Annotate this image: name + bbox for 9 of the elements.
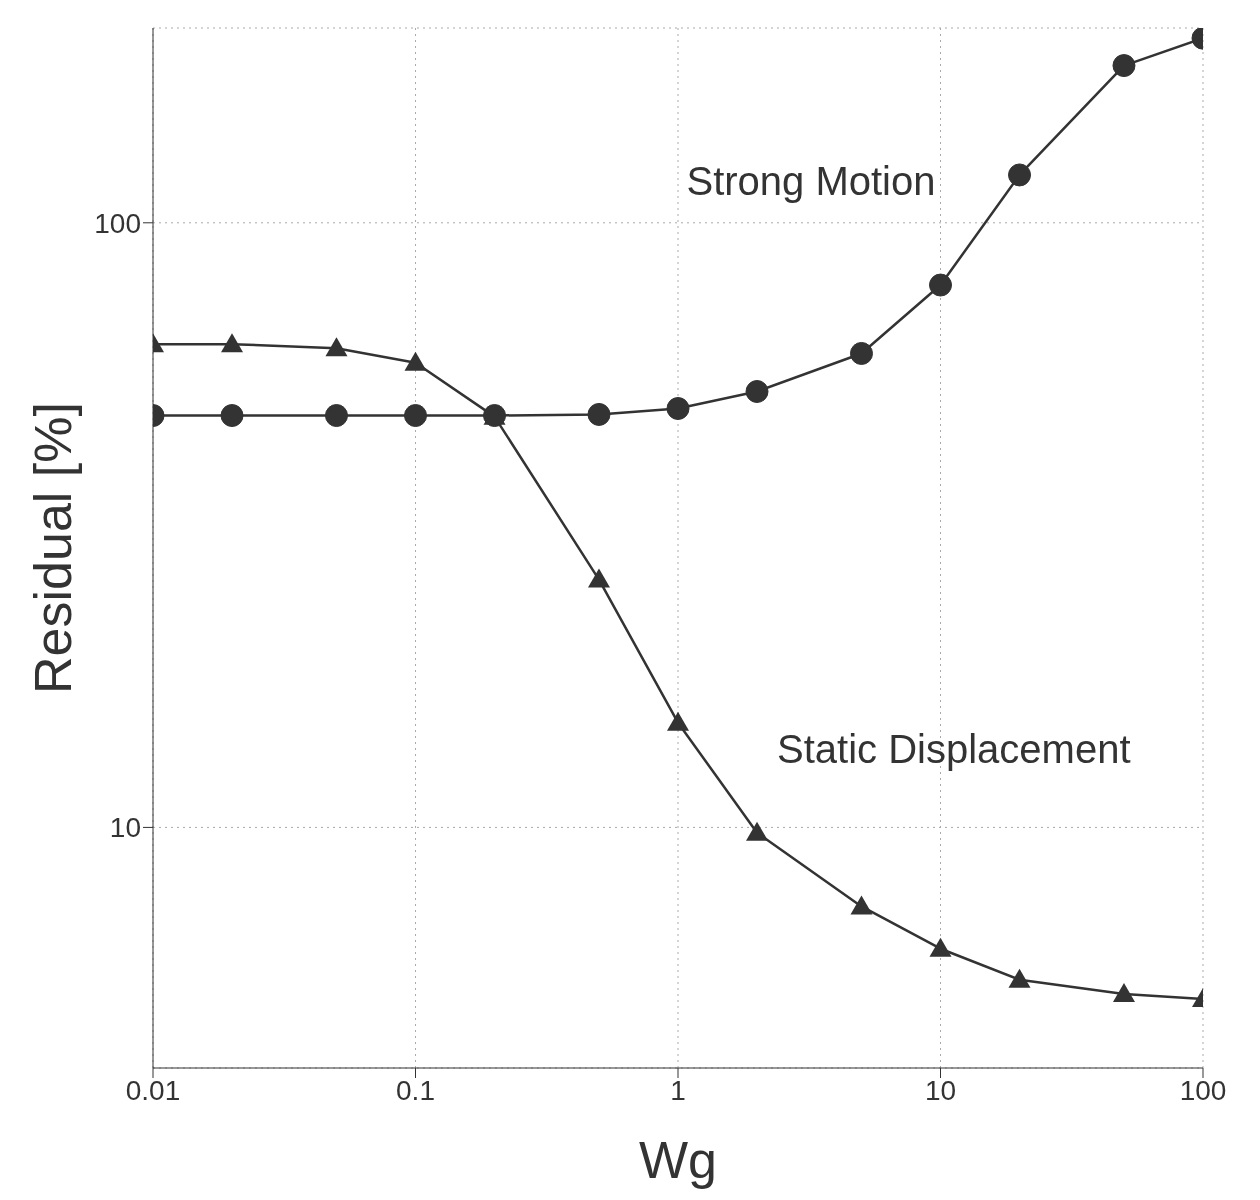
x-tick-label: 0.1	[396, 1074, 435, 1106]
x-tick-label: 100	[1179, 1074, 1227, 1106]
x-tick-label: 0.01	[125, 1074, 181, 1106]
series-label: Static Displacement	[777, 726, 1131, 771]
x-tick-label: 10	[924, 1074, 957, 1106]
x-tick-label: 1	[670, 1074, 686, 1106]
x-axis-title: Wg	[639, 1131, 717, 1189]
series-label: Strong Motion	[686, 159, 936, 204]
y-axis-title: Residual [%]	[24, 402, 83, 694]
